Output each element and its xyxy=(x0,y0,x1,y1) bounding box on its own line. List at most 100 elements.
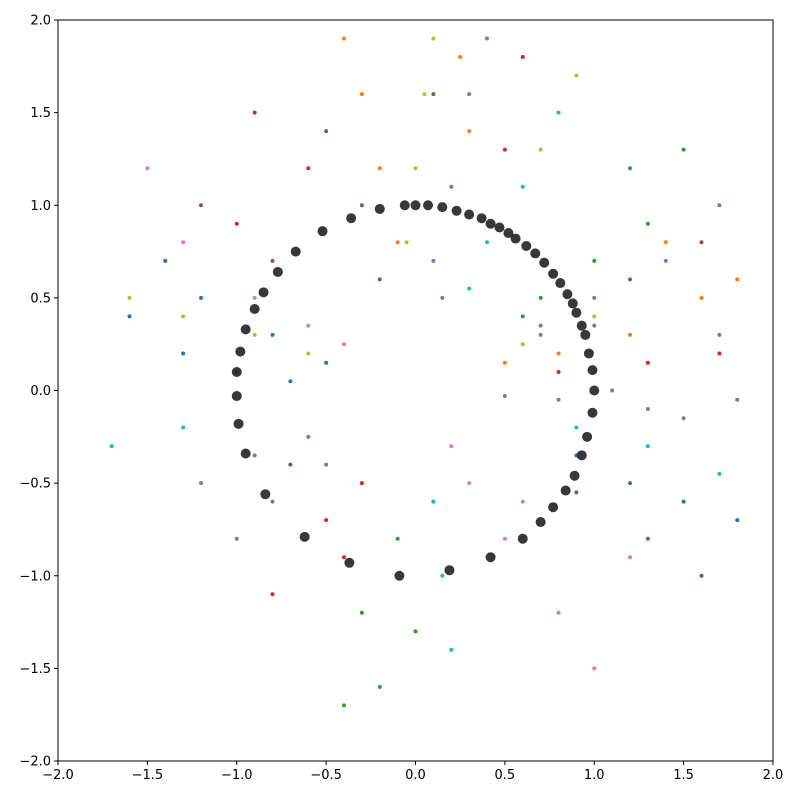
centroid-point xyxy=(394,570,405,581)
scatter-point xyxy=(395,240,400,245)
scatter-point xyxy=(592,295,597,300)
centroid-point xyxy=(317,226,328,237)
centroid-point xyxy=(344,557,355,568)
scatter-point xyxy=(288,379,293,384)
scatter-point xyxy=(735,277,740,282)
y-tick-label: 0.0 xyxy=(30,384,51,399)
scatter-point xyxy=(717,471,722,476)
scatter-point xyxy=(592,323,597,328)
scatter-point xyxy=(440,295,445,300)
scatter-point xyxy=(145,166,150,171)
centroid-point xyxy=(530,248,541,259)
scatter-point xyxy=(422,92,427,97)
centroid-point xyxy=(231,391,242,402)
scatter-point xyxy=(342,36,346,41)
scatter-point xyxy=(458,55,463,60)
scatter-point xyxy=(377,277,382,282)
centroid-point xyxy=(423,200,434,211)
scatter-point xyxy=(735,397,740,402)
scatter-point xyxy=(574,490,579,495)
scatter-point xyxy=(574,425,579,430)
centroid-point xyxy=(299,531,310,542)
scatter-point xyxy=(520,342,525,347)
y-tick-label: 1.5 xyxy=(30,106,51,121)
scatter-point xyxy=(404,240,409,245)
centroid-point xyxy=(240,448,251,459)
x-tick-label: −1.0 xyxy=(221,768,253,783)
scatter-point xyxy=(592,666,597,671)
scatter-point xyxy=(520,314,525,319)
scatter-point xyxy=(699,240,704,245)
scatter-point xyxy=(234,536,239,541)
scatter-point xyxy=(556,110,561,115)
centroid-point xyxy=(240,324,251,335)
scatter-point xyxy=(234,221,239,226)
centroid-point xyxy=(485,552,496,563)
scatter-point xyxy=(306,351,311,356)
scatter-point xyxy=(592,314,597,319)
x-tick-label: −1.5 xyxy=(132,768,164,783)
scatter-point xyxy=(592,258,597,263)
centroid-point xyxy=(569,470,580,481)
scatter-point xyxy=(252,332,257,337)
centroid-point xyxy=(290,246,301,257)
scatter-point xyxy=(628,332,632,337)
scatter-point xyxy=(574,73,579,78)
scatter-point xyxy=(440,573,445,578)
scatter-point xyxy=(324,518,329,523)
centroid-point xyxy=(272,266,283,277)
scatter-point xyxy=(467,481,472,486)
centroid-point xyxy=(571,307,582,318)
centroid-point xyxy=(517,533,528,544)
scatter-point xyxy=(735,518,740,523)
centroid-point xyxy=(583,348,594,359)
scatter-point xyxy=(663,240,668,245)
scatter-point xyxy=(556,610,561,615)
y-tick-label: −0.5 xyxy=(19,477,51,492)
scatter-point xyxy=(645,444,650,449)
centroid-point xyxy=(503,228,514,239)
scatter-point xyxy=(306,323,311,328)
centroid-point xyxy=(560,485,571,496)
scatter-point xyxy=(359,610,364,615)
centroid-point xyxy=(580,329,591,340)
scatter-point xyxy=(252,295,257,300)
scatter-point xyxy=(342,555,346,560)
centroid-point xyxy=(346,213,357,224)
scatter-point xyxy=(359,481,364,486)
scatter-point xyxy=(717,203,722,208)
scatter-point xyxy=(431,499,436,504)
centroid-point xyxy=(437,202,448,213)
centroid-point xyxy=(476,213,487,224)
centroid-point xyxy=(587,407,598,418)
scatter-point xyxy=(449,647,454,652)
centroid-point xyxy=(410,200,421,211)
centroid-point xyxy=(249,303,260,314)
scatter-point xyxy=(324,360,329,365)
scatter-point xyxy=(628,277,632,282)
centroid-point xyxy=(258,287,269,298)
scatter-point xyxy=(467,92,472,97)
centroid-point xyxy=(494,222,505,233)
scatter-point xyxy=(467,129,472,134)
y-tick-label: 1.0 xyxy=(30,199,51,214)
scatter-point xyxy=(181,425,186,430)
scatter-point xyxy=(342,703,346,708)
plot-frame xyxy=(57,19,774,762)
scatter-point xyxy=(645,407,650,412)
scatter-point xyxy=(556,351,561,356)
scatter-point xyxy=(181,351,186,356)
scatter-point xyxy=(538,332,543,337)
centroid-point xyxy=(444,565,455,576)
scatter-point xyxy=(520,184,525,189)
centroid-point xyxy=(539,257,550,268)
scatter-point xyxy=(520,55,525,60)
scatter-point xyxy=(681,499,686,504)
centroid-point xyxy=(589,385,600,396)
scatter-point xyxy=(538,323,543,328)
scatter-point xyxy=(663,258,668,263)
scatter-point xyxy=(502,360,507,365)
scatter-point xyxy=(645,221,650,226)
scatter-point xyxy=(163,258,168,263)
scatter-point xyxy=(342,342,346,347)
